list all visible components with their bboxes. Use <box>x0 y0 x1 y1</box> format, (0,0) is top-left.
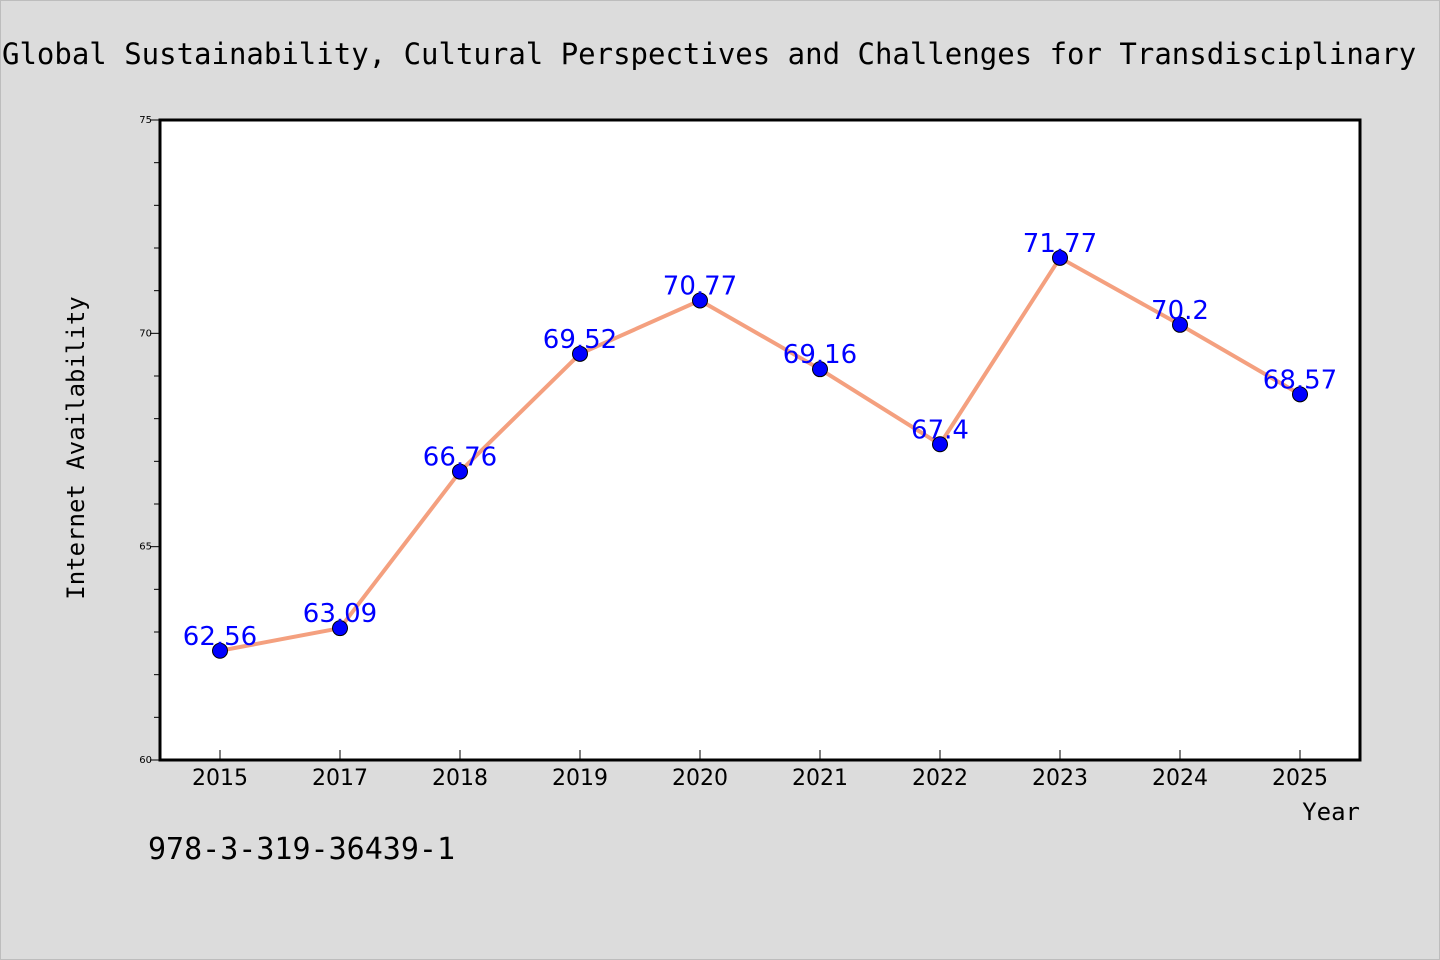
data-label: 68.57 <box>1263 365 1337 395</box>
footer-note: 978-3-319-36439-1 <box>148 832 456 867</box>
data-point <box>212 642 228 659</box>
y-tick-label: 70 <box>139 328 152 339</box>
data-label: 63.09 <box>303 599 377 629</box>
series-line <box>218 255 1302 653</box>
data-point <box>1172 316 1188 333</box>
data-point <box>332 620 348 637</box>
plot-border <box>158 118 1362 762</box>
data-point <box>452 463 468 480</box>
x-tick-label: 2019 <box>552 766 608 791</box>
y-axis-label: Internet Availability <box>62 296 90 599</box>
x-tick-label: 2020 <box>672 766 728 791</box>
data-label: 70.2 <box>1151 296 1209 326</box>
y-tick-label: 65 <box>139 542 152 553</box>
data-label: 66.76 <box>423 443 497 473</box>
x-tick-label: 2022 <box>912 766 968 791</box>
x-tick-label: 2025 <box>1272 766 1328 791</box>
x-tick-label: 2023 <box>1032 766 1088 791</box>
data-point <box>692 292 708 309</box>
y-tick-label: 60 <box>139 755 152 766</box>
data-point <box>932 436 948 453</box>
data-label: 71.77 <box>1023 229 1097 259</box>
data-label: 67.4 <box>911 415 969 445</box>
x-tick-label: 2021 <box>792 766 848 791</box>
data-point <box>812 361 828 378</box>
data-label: 69.52 <box>543 325 617 355</box>
data-point <box>1292 386 1308 403</box>
data-label: 70.77 <box>663 271 737 301</box>
x-axis-label: Year <box>1302 798 1360 826</box>
y-axis-ticks: 60 65 70 75 <box>139 115 160 766</box>
x-tick-label: 2018 <box>432 766 488 791</box>
x-tick-label: 2015 <box>192 766 248 791</box>
data-label: 62.56 <box>183 622 257 652</box>
series-layer: 62.56 63.09 66.76 69.52 70.77 69.16 67.4 71.77 7… <box>183 229 1337 659</box>
x-tick-label: 2024 <box>1152 766 1208 791</box>
x-axis-ticks: 2015 2017 2018 2019 2020 2021 2022 2023 2024 2025 <box>192 750 1328 791</box>
y-tick-label: 75 <box>139 115 152 126</box>
data-point <box>1052 249 1068 266</box>
x-tick-label: 2017 <box>312 766 368 791</box>
data-label: 69.16 <box>783 340 857 370</box>
plot-area <box>160 120 1360 760</box>
chart-title: Global Sustainability, Cultural Perspect… <box>2 37 1417 71</box>
data-point <box>572 345 588 362</box>
